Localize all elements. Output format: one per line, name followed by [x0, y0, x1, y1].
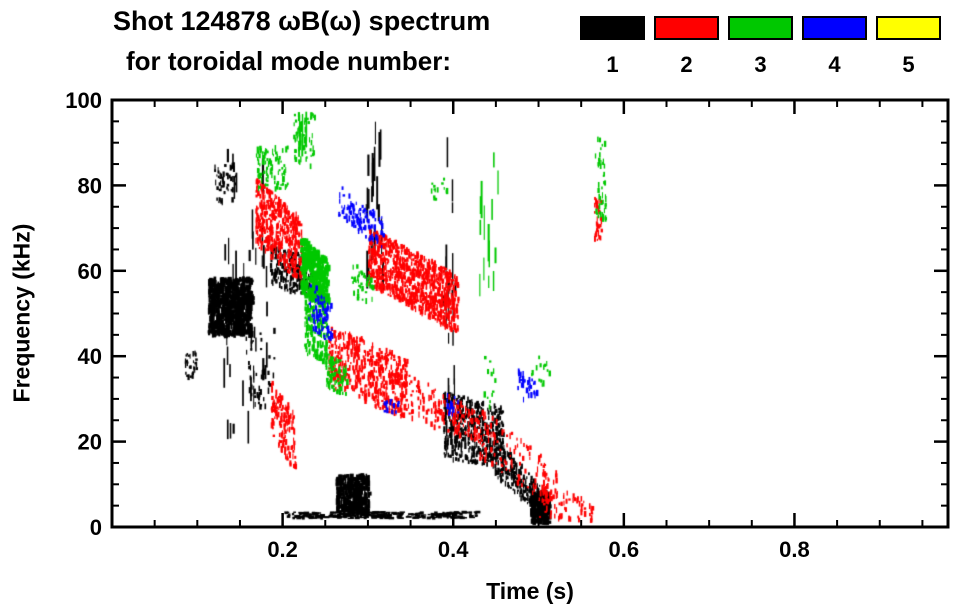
x-tick-label: 0.6 [609, 537, 640, 562]
legend-swatch-3 [728, 16, 793, 40]
y-tick-label: 40 [78, 344, 102, 369]
legend-label-1: 1 [606, 52, 619, 77]
spectrogram-canvas [112, 100, 948, 527]
legend-boxes [580, 16, 941, 40]
y-tick-label: 100 [65, 88, 102, 113]
legend-swatch-2 [654, 16, 719, 40]
legend-label-4: 4 [828, 52, 841, 77]
page-subtitle: for toroidal mode number: [126, 46, 451, 76]
legend-label-3: 3 [754, 52, 767, 77]
legend-swatch-4 [802, 16, 867, 40]
x-tick-label: 0.2 [267, 537, 298, 562]
y-tick-label: 80 [78, 173, 102, 198]
y-tick-label: 60 [78, 259, 102, 284]
legend-swatch-1 [580, 16, 645, 40]
y-tick-label: 0 [90, 515, 102, 540]
legend-swatch-5 [876, 16, 941, 40]
x-tick-label: 0.8 [779, 537, 810, 562]
legend-label-5: 5 [902, 52, 915, 77]
x-tick-label: 0.4 [438, 537, 469, 562]
legend-numbers: 1 2 3 4 5 [580, 52, 941, 78]
y-tick-label: 20 [78, 430, 102, 455]
page-title: Shot 124878 ωB(ω) spectrum [113, 6, 491, 36]
legend-label-2: 2 [680, 52, 693, 77]
x-axis-label: Time (s) [486, 578, 574, 604]
y-axis-label: Frequency (kHz) [8, 223, 35, 403]
